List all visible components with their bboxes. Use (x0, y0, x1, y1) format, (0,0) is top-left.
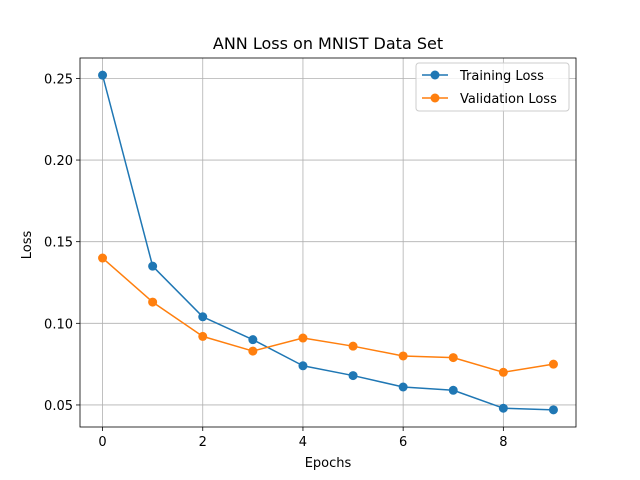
series-layer (98, 70, 558, 415)
data-point-validation-loss (348, 341, 358, 351)
x-tick-label: 2 (199, 435, 207, 450)
series-line-validation-loss (102, 257, 554, 374)
data-point-validation-loss (448, 353, 458, 363)
data-point-training-loss (148, 261, 158, 271)
data-point-validation-loss (248, 346, 258, 356)
x-tick-label: 0 (98, 435, 106, 450)
y-axis-label: Loss (20, 231, 35, 260)
y-tick-label: 0.10 (44, 317, 73, 332)
data-point-training-loss (198, 312, 208, 322)
legend-label-training-loss: Training Loss (459, 69, 544, 84)
axis-ticks: 0 2 4 6 8 0.05 0.10 0.15 0.20 0.25 (44, 72, 507, 450)
legend: Training Loss Validation Loss (415, 62, 570, 112)
data-point-training-loss (398, 382, 408, 392)
x-tick-label: 4 (299, 435, 307, 450)
data-point-training-loss (448, 385, 458, 395)
data-point-training-loss (248, 335, 258, 345)
plot-frame (79, 57, 577, 428)
data-point-training-loss (98, 70, 108, 80)
data-point-training-loss (298, 361, 308, 371)
series-line-training-loss (101, 74, 554, 411)
data-point-validation-loss (498, 367, 508, 377)
data-point-validation-loss (298, 333, 308, 343)
data-point-validation-loss (98, 253, 108, 263)
y-tick-label: 0.15 (44, 236, 73, 251)
chart-title: ANN Loss on MNIST Data Set (213, 34, 443, 53)
data-point-validation-loss (398, 351, 408, 361)
legend-label-validation-loss: Validation Loss (460, 92, 557, 107)
y-tick-label: 0.20 (44, 154, 73, 169)
data-point-training-loss (498, 403, 508, 413)
legend-marker-validation-loss (430, 93, 440, 103)
data-point-validation-loss (198, 331, 208, 341)
legend-marker-training-loss (430, 70, 440, 80)
data-point-training-loss (348, 371, 358, 381)
x-tick-label: 8 (499, 435, 507, 450)
x-axis-label: Epochs (305, 456, 352, 471)
legend-box (415, 62, 570, 112)
data-point-validation-loss (148, 297, 158, 307)
y-tick-label: 0.25 (44, 72, 73, 87)
y-tick-label: 0.05 (44, 399, 73, 414)
data-point-training-loss (548, 405, 558, 415)
x-tick-label: 6 (399, 435, 407, 450)
data-point-validation-loss (548, 359, 558, 369)
